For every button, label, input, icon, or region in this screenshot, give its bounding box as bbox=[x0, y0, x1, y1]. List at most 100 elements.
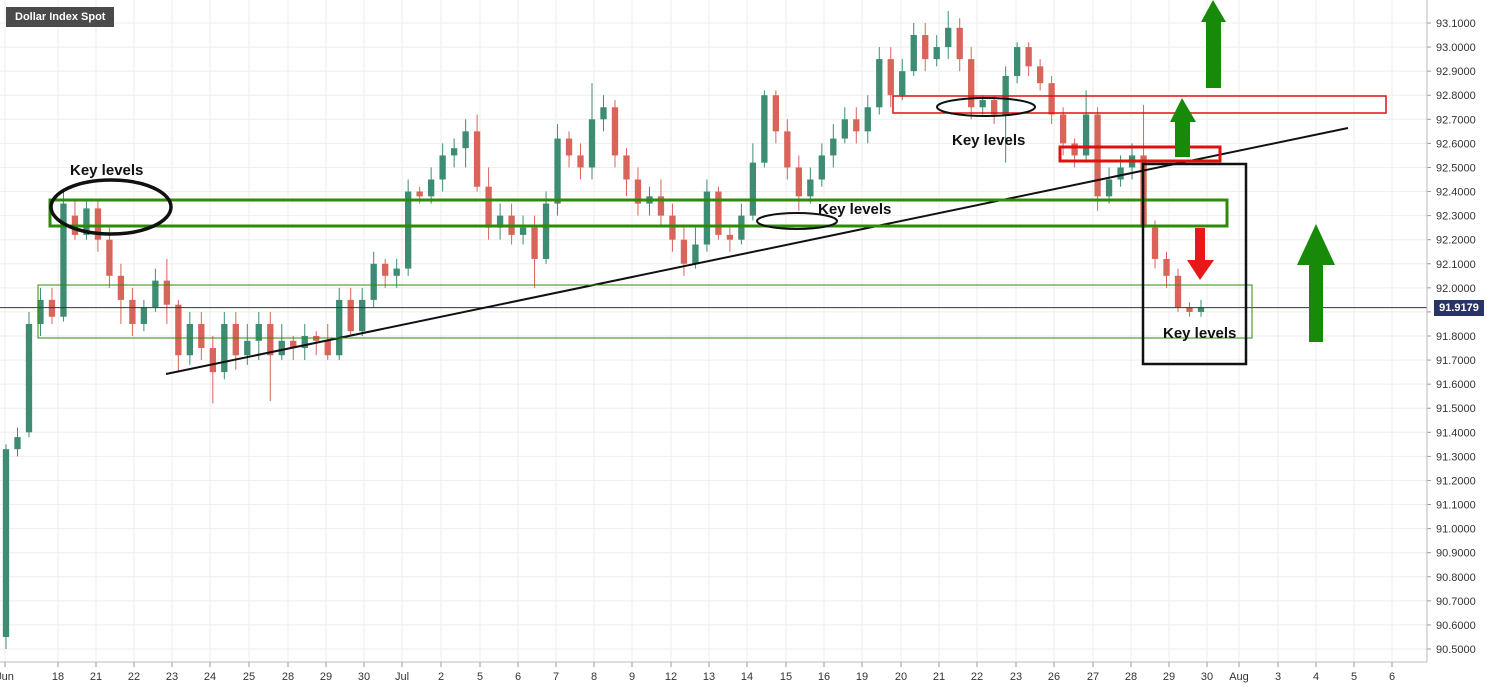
candle-body bbox=[255, 323, 262, 341]
candle-body bbox=[968, 59, 975, 108]
candle-body bbox=[657, 196, 665, 216]
key-level-box-red-upper bbox=[892, 95, 1387, 114]
candle-body bbox=[623, 155, 630, 180]
x-tick-label: 27 bbox=[1087, 671, 1099, 683]
x-tick-label: 23 bbox=[166, 671, 178, 683]
candle-body bbox=[14, 437, 21, 450]
candle-body bbox=[347, 299, 354, 332]
candle-body bbox=[427, 179, 435, 197]
key-level-box-green-upper bbox=[48, 198, 1229, 228]
y-tick-label: 90.9000 bbox=[1436, 548, 1476, 560]
y-tick-label: 91.3000 bbox=[1436, 451, 1476, 463]
x-axis: Jun182122232425282930Jul2567891213141516… bbox=[0, 661, 1427, 683]
x-tick-label: 8 bbox=[591, 671, 597, 683]
arrow-down-red bbox=[1187, 228, 1214, 280]
candle-body bbox=[1174, 275, 1182, 308]
candle-body bbox=[542, 203, 550, 259]
candle-body bbox=[106, 239, 113, 276]
y-tick-label: 92.9000 bbox=[1436, 66, 1476, 78]
candle-body bbox=[1002, 75, 1009, 115]
x-tick-label: 29 bbox=[320, 671, 332, 683]
x-tick-label: 28 bbox=[282, 671, 294, 683]
x-tick-label: 22 bbox=[128, 671, 140, 683]
candle-body bbox=[1013, 47, 1021, 76]
x-tick-label: 14 bbox=[741, 671, 753, 683]
candle-body bbox=[1048, 83, 1055, 115]
candle-body bbox=[60, 203, 67, 317]
candle-body bbox=[772, 95, 780, 132]
candle-body bbox=[198, 323, 205, 349]
candle-body bbox=[290, 340, 297, 349]
candle-body bbox=[1197, 307, 1205, 312]
x-tick-label: 5 bbox=[477, 671, 483, 683]
x-tick-label: 19 bbox=[856, 671, 868, 683]
candle-body bbox=[48, 299, 56, 317]
candle-body bbox=[1117, 167, 1124, 180]
candle-body bbox=[784, 131, 791, 168]
x-tick-label: 5 bbox=[1351, 671, 1357, 683]
x-tick-label: 7 bbox=[553, 671, 559, 683]
candle-body bbox=[370, 263, 377, 300]
candle-body bbox=[1094, 114, 1101, 197]
candle-body bbox=[726, 234, 734, 240]
y-tick-label: 91.2000 bbox=[1436, 475, 1476, 487]
candle-body bbox=[680, 239, 688, 264]
candle-body bbox=[818, 155, 825, 180]
key-levels-label: Key levels bbox=[952, 132, 1025, 149]
candle-body bbox=[910, 35, 917, 72]
x-tick-label: 25 bbox=[243, 671, 255, 683]
x-tick-label: Jul bbox=[395, 671, 409, 683]
candle-body bbox=[922, 35, 929, 60]
y-tick-label: 92.2000 bbox=[1436, 235, 1476, 247]
key-levels-label: Key levels bbox=[1163, 325, 1236, 342]
candle-body bbox=[336, 299, 343, 356]
chart-title: Dollar Index Spot bbox=[6, 7, 115, 27]
x-tick-label: Aug bbox=[1229, 671, 1249, 683]
x-tick-label: 16 bbox=[818, 671, 830, 683]
y-tick-label: 90.6000 bbox=[1436, 620, 1476, 632]
candle-body bbox=[1025, 47, 1032, 67]
x-tick-label: 29 bbox=[1163, 671, 1175, 683]
candle-body bbox=[163, 280, 171, 305]
x-tick-label: 22 bbox=[971, 671, 983, 683]
x-tick-label: 23 bbox=[1010, 671, 1022, 683]
candle-body bbox=[933, 47, 940, 60]
y-tick-label: 92.3000 bbox=[1436, 211, 1476, 223]
x-tick-label: 24 bbox=[204, 671, 216, 683]
candle-body bbox=[324, 340, 331, 356]
candle-body bbox=[577, 155, 584, 168]
candle-body bbox=[405, 191, 412, 269]
y-tick-label: 90.7000 bbox=[1436, 596, 1476, 608]
candle-body bbox=[1151, 227, 1159, 259]
candle-body bbox=[899, 71, 906, 96]
candle-body bbox=[496, 215, 504, 228]
current-price-tag: 91.9179 bbox=[1434, 299, 1484, 316]
candle-body bbox=[117, 275, 125, 300]
candle-body bbox=[600, 107, 607, 120]
key-levels-label: Key levels bbox=[70, 162, 143, 179]
candle-body bbox=[1036, 66, 1044, 84]
y-tick-label: 93.1000 bbox=[1436, 18, 1476, 30]
candle-body bbox=[830, 138, 837, 156]
candle-body bbox=[186, 323, 194, 356]
candle-body bbox=[267, 323, 274, 356]
y-tick-label: 92.5000 bbox=[1436, 162, 1476, 174]
x-tick-label: 6 bbox=[1389, 671, 1395, 683]
candle-body bbox=[221, 323, 228, 373]
candle-body bbox=[991, 100, 998, 115]
x-tick-label: 15 bbox=[780, 671, 792, 683]
candle-body bbox=[462, 131, 469, 149]
candle-body bbox=[795, 167, 802, 197]
candle-body bbox=[37, 299, 44, 324]
trend-line bbox=[165, 127, 1349, 375]
candle-body bbox=[209, 348, 216, 373]
key-level-box-red-lower bbox=[1058, 145, 1222, 163]
key-levels-label: Key levels bbox=[818, 201, 891, 218]
candle-body bbox=[853, 119, 860, 132]
y-tick-label: 91.1000 bbox=[1436, 500, 1476, 512]
candle-body bbox=[956, 27, 963, 60]
candle-body bbox=[979, 100, 986, 108]
candle-body bbox=[841, 119, 848, 139]
y-tick-label: 91.7000 bbox=[1436, 355, 1476, 367]
